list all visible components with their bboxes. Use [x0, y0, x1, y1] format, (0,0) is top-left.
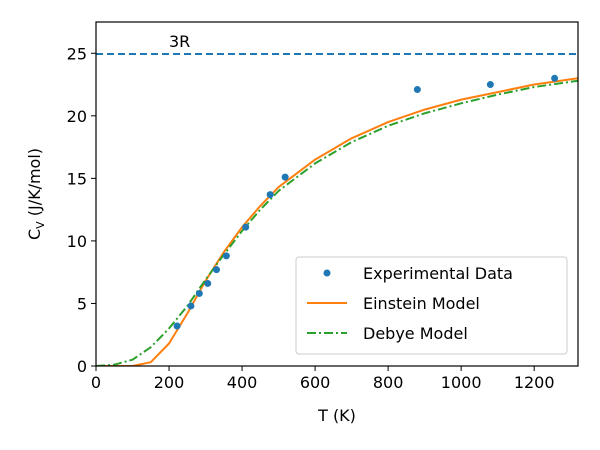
series-line-debye — [96, 79, 578, 366]
y-tick-label: 10 — [67, 232, 87, 251]
x-tick-label: 1000 — [441, 373, 482, 392]
x-tick-label: 200 — [154, 373, 185, 392]
y-tick-label: 5 — [77, 294, 87, 313]
y-tick-label: 15 — [67, 169, 87, 188]
legend-label-einstein: Einstein Model — [363, 294, 480, 313]
y-tick-label: 0 — [77, 357, 87, 376]
data-point — [213, 266, 220, 274]
data-point — [281, 173, 289, 181]
x-tick-label: 0 — [91, 373, 101, 392]
x-axis-label: T (K) — [317, 406, 356, 425]
ref-line-label: 3R — [169, 32, 190, 51]
data-point — [551, 74, 559, 82]
legend-label-experimental: Experimental Data — [363, 264, 513, 283]
data-point — [266, 191, 274, 199]
y-tick-label: 20 — [67, 107, 87, 126]
y-axis-label: CV (J/K/mol) — [25, 148, 47, 240]
data-point — [242, 223, 250, 231]
x-tick-label: 600 — [300, 373, 331, 392]
y-tick-label: 25 — [67, 44, 87, 63]
data-point — [173, 322, 181, 330]
data-point — [413, 86, 421, 94]
legend: Experimental Data Einstein Model Debye M… — [295, 256, 568, 355]
x-tick-label: 1200 — [514, 373, 555, 392]
x-tick-label: 800 — [373, 373, 404, 392]
data-point — [195, 289, 203, 297]
legend-label-debye: Debye Model — [363, 324, 468, 343]
plot-frame — [95, 21, 579, 367]
data-point — [187, 302, 195, 310]
legend-marker-experimental — [323, 269, 331, 277]
legend-box — [295, 256, 568, 355]
x-tick-label: 400 — [227, 373, 258, 392]
data-point — [222, 252, 230, 260]
data-point — [486, 81, 494, 89]
data-point — [204, 279, 212, 287]
